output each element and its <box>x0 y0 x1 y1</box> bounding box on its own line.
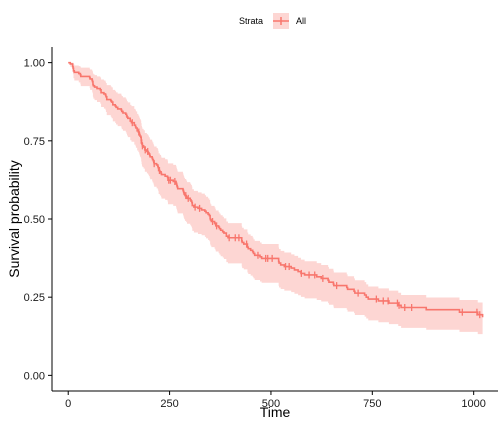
legend-entry-all: All <box>296 16 306 26</box>
x-tick-label: 0 <box>65 398 71 410</box>
plot-area <box>68 61 484 337</box>
y-ticks: 0.00 0.25 0.50 0.75 1.00 <box>24 58 52 382</box>
x-tick-label: 750 <box>363 398 381 410</box>
x-tick-label: 250 <box>160 398 178 410</box>
y-tick-label: 1.00 <box>24 58 45 70</box>
confidence-band <box>68 62 483 337</box>
y-tick-label: 0.25 <box>24 292 45 304</box>
x-tick-label: 500 <box>262 398 280 410</box>
survival-curve <box>68 61 484 318</box>
axes: 0 250 500 750 1000 0.00 0.25 0.50 0.75 1.00 Time… <box>6 47 498 420</box>
censor-marks <box>131 119 481 319</box>
y-tick-label: 0.50 <box>24 214 45 226</box>
x-axis-title: Time <box>260 404 291 420</box>
legend-title: Strata <box>239 16 263 26</box>
y-axis-title: Survival probability <box>6 160 22 278</box>
x-tick-label: 1000 <box>461 398 485 410</box>
y-tick-label: 0.75 <box>24 136 45 148</box>
y-tick-label: 0.00 <box>24 370 45 382</box>
x-ticks: 0 250 500 750 1000 <box>65 391 486 410</box>
legend: Strata All <box>239 13 306 29</box>
